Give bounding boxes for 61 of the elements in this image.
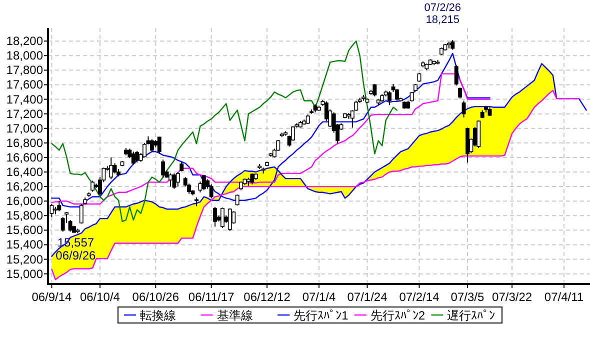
legend-label: 遅行ｽﾊﾟﾝ xyxy=(447,308,496,322)
candlestick xyxy=(131,151,136,166)
legend-label: 先行ｽﾊﾟﾝ1 xyxy=(294,308,349,322)
y-tick-label: 16,200 xyxy=(6,180,44,194)
candlestick xyxy=(209,184,214,199)
candlestick xyxy=(388,90,392,106)
y-tick-label: 17,000 xyxy=(6,121,44,136)
y-tick-label: 16,600 xyxy=(6,150,44,164)
y-tick-label: 15,000 xyxy=(6,266,44,281)
candlestick xyxy=(161,159,166,178)
candlestick xyxy=(306,114,310,124)
y-tick-label: 15,200 xyxy=(6,252,44,266)
y-tick-label: 15,400 xyxy=(6,238,44,252)
candlestick xyxy=(176,172,180,188)
candlestick xyxy=(135,150,140,164)
candlestick xyxy=(112,162,117,174)
y-tick-label: 17,800 xyxy=(6,63,44,78)
x-tick-label: 07/1/24 xyxy=(347,290,388,304)
y-tick-label: 17,600 xyxy=(6,78,44,92)
candlestick xyxy=(220,207,224,228)
legend-label: 先行ｽﾊﾟﾝ2 xyxy=(370,308,426,322)
y-tick-label: 16,000 xyxy=(6,194,44,208)
legend-label: 転換線 xyxy=(140,308,176,322)
x-tick-label: 06/12/12 xyxy=(244,290,291,304)
candlestick xyxy=(228,208,232,232)
x-tick-label: 07/3/5 xyxy=(450,290,484,304)
annotation: 07/2/26 18,215 xyxy=(424,2,461,26)
candlestick xyxy=(250,172,254,185)
candlestick xyxy=(57,200,62,212)
y-tick-label: 17,200 xyxy=(6,106,44,121)
x-tick-label: 06/11/17 xyxy=(188,290,235,304)
candlestick xyxy=(150,138,154,152)
x-tick-label: 06/10/4 xyxy=(80,290,120,304)
y-tick-label: 16,800 xyxy=(6,136,44,150)
candlestick xyxy=(172,172,176,190)
x-tick-label: 06/10/26 xyxy=(132,290,180,304)
x-tick-label: 06/9/14 xyxy=(32,290,72,304)
candlestick xyxy=(109,156,114,180)
candlestick xyxy=(454,64,458,86)
y-tick-label: 18,200 xyxy=(6,34,44,48)
candlestick xyxy=(202,174,206,191)
y-tick-label: 18,000 xyxy=(6,48,44,63)
legend-label: 基準線 xyxy=(216,308,253,322)
x-tick-label: 07/2/14 xyxy=(399,290,440,304)
candlestick xyxy=(213,206,218,228)
y-tick-label: 16,400 xyxy=(6,165,44,179)
candlestick xyxy=(235,194,240,206)
y-tick-label: 17,400 xyxy=(6,92,44,106)
y-tick-label: 15,800 xyxy=(6,208,44,223)
candlestick xyxy=(462,100,466,118)
x-tick-label: 07/1/4 xyxy=(302,290,336,304)
candlestick xyxy=(157,136,162,154)
candlestick xyxy=(458,87,462,100)
y-tick-label: 15,600 xyxy=(6,223,44,238)
candlestick xyxy=(168,172,172,188)
x-tick-label: 07/3/22 xyxy=(492,290,532,304)
candlestick xyxy=(180,161,184,172)
candlestick xyxy=(450,40,455,50)
candlestick xyxy=(90,180,95,192)
candlestick xyxy=(372,84,377,97)
x-tick-label: 07/4/11 xyxy=(544,290,584,304)
